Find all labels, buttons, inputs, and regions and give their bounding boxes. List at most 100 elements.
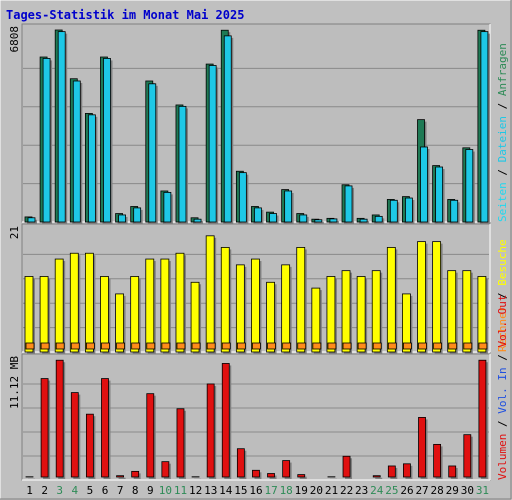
bar-dateien xyxy=(329,218,338,223)
bar-volumen xyxy=(116,475,124,478)
legend-separator: / xyxy=(496,414,509,434)
legend-entry: Dateien xyxy=(496,116,509,162)
bar-rechner xyxy=(131,342,141,350)
day-label: 11 xyxy=(174,484,187,497)
bar-dateien xyxy=(72,80,81,223)
day-label: 15 xyxy=(234,484,247,497)
legend-text: Rechner / Besuche xyxy=(496,239,509,352)
day-label: 17 xyxy=(264,484,277,497)
bar-dateien xyxy=(238,172,247,223)
legend-entry: Anfragen xyxy=(496,43,509,96)
bar-besuche xyxy=(190,281,200,353)
bar-dateien xyxy=(405,197,413,223)
bar-besuche xyxy=(84,252,94,353)
bar-rechner xyxy=(463,342,473,350)
bar-rechner xyxy=(342,342,352,350)
bar-besuche xyxy=(341,270,351,353)
panel-frame xyxy=(21,23,491,223)
day-label: 25 xyxy=(385,484,398,497)
day-label: 8 xyxy=(132,484,139,497)
day-label: 4 xyxy=(72,484,79,497)
bar-volumen xyxy=(282,460,291,478)
bar-volumen xyxy=(236,448,245,478)
bar-besuche xyxy=(251,258,260,353)
bar-besuche xyxy=(39,276,49,353)
bar-besuche xyxy=(54,258,64,353)
bar-volumen xyxy=(267,473,275,478)
bar-dateien-shadow xyxy=(316,221,324,224)
bar-volumen xyxy=(70,392,79,478)
legend-separator: / xyxy=(496,348,509,368)
legend-entry: Vol. In xyxy=(496,367,509,413)
day-label: 2 xyxy=(41,484,48,497)
bar-besuche xyxy=(447,270,457,353)
bar-dateien xyxy=(103,58,111,223)
bar-besuche xyxy=(402,293,411,353)
bar-dateien xyxy=(480,31,489,223)
chart-title: Tages-Statistik im Monat Mai 2025 xyxy=(6,8,244,22)
legend-text: Seiten / Dateien / Anfragen xyxy=(496,43,509,222)
bar-volumen xyxy=(448,465,457,478)
bar-rechner xyxy=(221,342,231,350)
day-label: 7 xyxy=(117,484,124,497)
day-label: 29 xyxy=(446,484,459,497)
bar-volumen xyxy=(463,434,472,478)
bar-besuche xyxy=(311,287,321,353)
bar-dateien xyxy=(420,146,428,223)
day-axis: 1 2 3 4 5 6 7 8 9 10 11 12 13 14 15 16 17 18 19 20 21 22 23 24 2… xyxy=(26,484,489,497)
bar-volumen xyxy=(55,359,64,478)
bar-dateien xyxy=(163,191,172,223)
day-label: 21 xyxy=(325,484,338,497)
bar-dateien xyxy=(178,105,187,223)
bar-dateien xyxy=(208,65,217,223)
y-max-label: 11.12 MB xyxy=(8,356,21,409)
day-label: 20 xyxy=(310,484,323,497)
bar-dateien xyxy=(42,58,51,223)
bar-dateien xyxy=(450,199,459,223)
bar-dateien xyxy=(269,213,277,223)
day-label: 19 xyxy=(295,484,308,497)
bar-dateien xyxy=(359,218,368,223)
bar-rechner xyxy=(146,342,156,350)
day-label: 24 xyxy=(370,484,384,497)
bar-besuche xyxy=(160,258,170,353)
bar-dateien xyxy=(389,199,398,223)
bar-besuche xyxy=(296,247,306,353)
bar-volumen xyxy=(131,470,140,478)
bar-rechner xyxy=(252,342,261,350)
bar-rechner xyxy=(387,342,397,350)
bar-besuche xyxy=(100,276,109,353)
bar-volumen xyxy=(161,461,170,478)
day-label: 22 xyxy=(340,484,353,497)
day-label: 23 xyxy=(355,484,368,497)
bar-rechner xyxy=(403,342,412,350)
bar-rechner xyxy=(236,342,246,350)
bar-besuche xyxy=(477,276,487,353)
bar-rechner xyxy=(176,342,186,350)
bar-besuche xyxy=(417,241,426,353)
legend-entry: Volumen xyxy=(496,434,509,480)
bar-volumen xyxy=(342,455,351,478)
bar-dateien xyxy=(344,185,353,223)
bar-dateien xyxy=(148,83,157,223)
bar-besuche xyxy=(281,264,291,353)
bar-rechner xyxy=(70,342,80,350)
bar-besuche xyxy=(69,252,79,353)
bar-besuche xyxy=(235,264,245,353)
bar-besuche xyxy=(326,276,336,353)
bar-rechner xyxy=(357,342,367,350)
day-label: 9 xyxy=(147,484,154,497)
bar-volumen xyxy=(206,383,215,478)
legend-text: Volumen / Vol. In / Vol. Out xyxy=(496,295,509,480)
legend: Seiten / Dateien / Anfragen Rechner / Bes… xyxy=(496,43,509,480)
day-label: 12 xyxy=(189,484,202,497)
legend-separator: / xyxy=(496,96,509,116)
bar-volumen xyxy=(387,465,396,478)
bar-volumen xyxy=(85,413,94,478)
bar-dateien xyxy=(435,166,444,223)
bar-dateien xyxy=(87,114,96,223)
bar-rechner xyxy=(25,342,35,350)
bar-besuche xyxy=(432,241,442,353)
y-max-label: 6808 xyxy=(8,26,21,53)
bar-besuche xyxy=(386,247,396,353)
